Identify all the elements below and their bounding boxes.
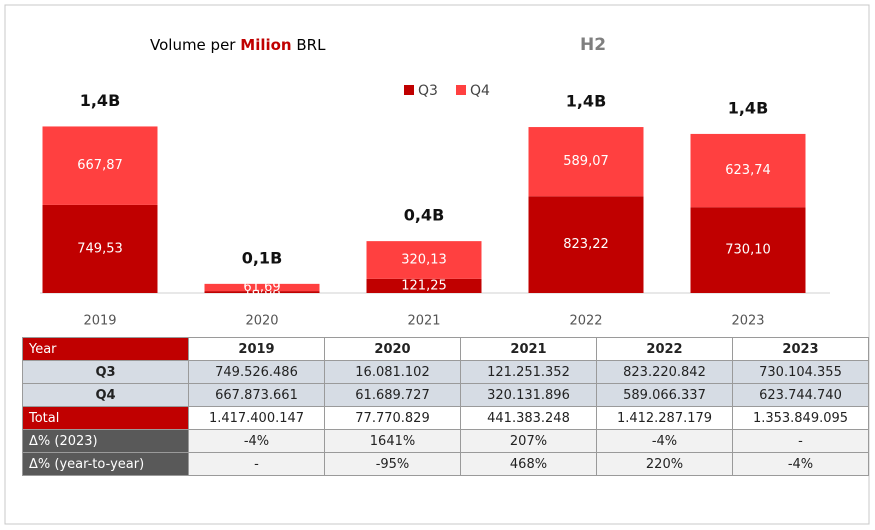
table-cell: 441.383.248 bbox=[460, 406, 597, 430]
table-cell: 589.066.337 bbox=[596, 383, 733, 407]
legend-swatch bbox=[456, 85, 466, 95]
table-cell: 2019 bbox=[188, 337, 325, 361]
table-cell: - bbox=[732, 429, 869, 453]
bar-value-label: 589,07 bbox=[563, 154, 609, 169]
table-row: Q3 749.526.486 16.081.102 121.251.352 823.22… bbox=[22, 360, 869, 384]
frame bbox=[4, 4, 870, 525]
title-part: Volume per bbox=[150, 36, 236, 54]
table-cell: Δ% (year-to-year) bbox=[22, 452, 189, 476]
bar-value-label: 823,22 bbox=[563, 237, 609, 252]
total-label: 0,4B bbox=[404, 206, 445, 225]
table-cell: 121.251.352 bbox=[460, 360, 597, 384]
subtitle: H2 bbox=[580, 35, 606, 55]
table-row: Δ% (year-to-year) - -95% 468% 220% -4% bbox=[22, 452, 869, 476]
title-part: Milion bbox=[240, 36, 291, 54]
table-cell: 823.220.842 bbox=[596, 360, 733, 384]
table-cell: 468% bbox=[460, 452, 597, 476]
table-cell: 1.353.849.095 bbox=[732, 406, 869, 430]
bar-value-label: 61,69 bbox=[243, 280, 280, 295]
bar-value-label: 320,13 bbox=[401, 252, 447, 267]
total-label: 1,4B bbox=[566, 92, 607, 111]
title-part: BRL bbox=[296, 36, 326, 54]
table-row: Total 1.417.400.147 77.770.829 441.383.248 1… bbox=[22, 406, 869, 430]
table-cell: Total bbox=[22, 406, 189, 430]
table-cell: 623.744.740 bbox=[732, 383, 869, 407]
bar-value-label: 623,74 bbox=[725, 163, 771, 178]
table-row: Year 2019 2020 2021 2022 2023 bbox=[22, 337, 869, 361]
table-cell: 1.417.400.147 bbox=[188, 406, 325, 430]
bar-segment bbox=[42, 126, 158, 205]
legend-label: Q3 bbox=[418, 83, 438, 99]
table-cell: 320.131.896 bbox=[460, 383, 597, 407]
table-cell: 1.412.287.179 bbox=[596, 406, 733, 430]
table-cell: 2023 bbox=[732, 337, 869, 361]
chart-title: Volume per Milion BRL bbox=[150, 36, 326, 54]
table-cell: - bbox=[188, 452, 325, 476]
table-cell: 2022 bbox=[596, 337, 733, 361]
table-cell: -95% bbox=[324, 452, 461, 476]
legend-swatch bbox=[404, 85, 414, 95]
bar-segment bbox=[42, 204, 158, 293]
table-cell: 667.873.661 bbox=[188, 383, 325, 407]
table-cell: 77.770.829 bbox=[324, 406, 461, 430]
table-cell: 1641% bbox=[324, 429, 461, 453]
bar-segment bbox=[690, 207, 806, 293]
table-cell: 207% bbox=[460, 429, 597, 453]
total-label: 1,4B bbox=[80, 91, 121, 110]
bar-value-label: 749,53 bbox=[77, 241, 123, 256]
table-cell: Q3 bbox=[22, 360, 189, 384]
table-cell: 2021 bbox=[460, 337, 597, 361]
x-tick-label: 2023 bbox=[731, 314, 764, 329]
bar-segment bbox=[690, 133, 806, 208]
x-tick-label: 2022 bbox=[569, 314, 602, 329]
legend-label: Q4 bbox=[470, 83, 490, 99]
bar-value-label: 121,25 bbox=[401, 278, 447, 293]
bar-segment bbox=[204, 291, 320, 293]
table-cell: Δ% (2023) bbox=[22, 429, 189, 453]
bar-value-label: 667,87 bbox=[77, 158, 123, 173]
x-tick-label: 2019 bbox=[83, 314, 116, 329]
bar-segment bbox=[366, 241, 482, 279]
x-tick-label: 2020 bbox=[245, 314, 278, 329]
table-cell: 749.526.486 bbox=[188, 360, 325, 384]
table-cell: 61.689.727 bbox=[324, 383, 461, 407]
table-row: Q4 667.873.661 61.689.727 320.131.896 589.06… bbox=[22, 383, 869, 407]
bar-value-label: 730,10 bbox=[725, 243, 771, 258]
x-tick-label: 2021 bbox=[407, 314, 440, 329]
table-row: Δ% (2023) -4% 1641% 207% -4% - bbox=[22, 429, 869, 453]
table-cell: -4% bbox=[188, 429, 325, 453]
table-cell: Year bbox=[22, 337, 189, 361]
table-cell: 220% bbox=[596, 452, 733, 476]
table-cell: 2020 bbox=[324, 337, 461, 361]
bar-segment bbox=[528, 196, 644, 293]
bar-segment bbox=[366, 278, 482, 293]
total-label: 0,1B bbox=[242, 248, 283, 267]
data-table: Year 2019 2020 2021 2022 2023 Q3 749.526.486 16.… bbox=[22, 337, 869, 476]
bar-segment bbox=[528, 127, 644, 197]
table-cell: -4% bbox=[596, 429, 733, 453]
table-cell: 16.081.102 bbox=[324, 360, 461, 384]
table-cell: 730.104.355 bbox=[732, 360, 869, 384]
total-label: 1,4B bbox=[728, 98, 769, 117]
bar-segment bbox=[204, 283, 320, 292]
table-cell: Q4 bbox=[22, 383, 189, 407]
table-cell: -4% bbox=[732, 452, 869, 476]
